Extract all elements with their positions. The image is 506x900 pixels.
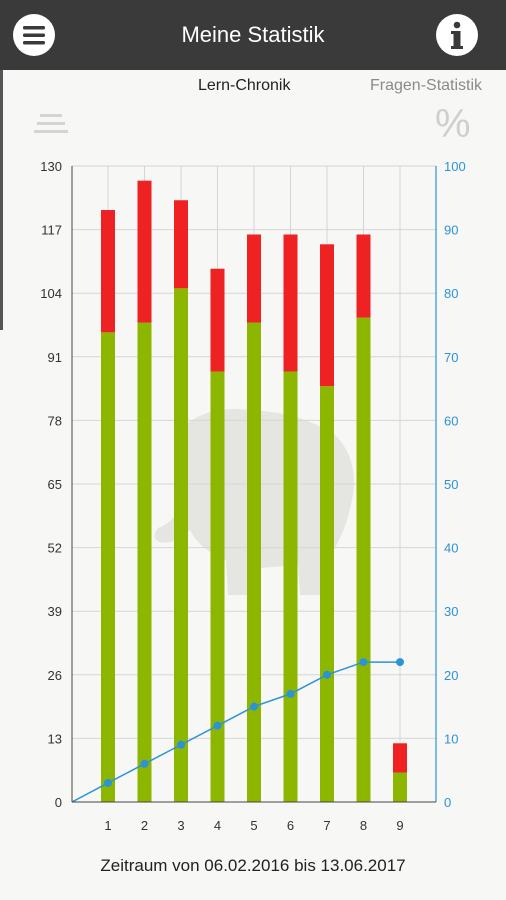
bar-wrong (247, 234, 261, 323)
bar-wrong (101, 210, 115, 333)
menu-button[interactable] (13, 14, 55, 56)
left-tick-label: 130 (40, 159, 62, 174)
tab-lern-chronik[interactable]: Lern-Chronik (198, 77, 291, 94)
list-icon[interactable] (34, 112, 68, 136)
line-point (177, 740, 185, 749)
bar-correct (247, 322, 261, 802)
left-tick-label: 13 (48, 731, 62, 746)
bar-correct (283, 371, 298, 802)
line-point (140, 759, 149, 768)
period-label: Zeitraum von 06.02.2016 bis 13.06.2017 (100, 856, 406, 875)
tab-bar: Lern-Chronik Fragen-Statistik (0, 72, 506, 102)
line-point (104, 778, 112, 787)
bar-wrong (356, 234, 371, 318)
x-tick-label: 2 (141, 818, 148, 833)
right-tick-label: 80 (444, 286, 458, 301)
right-tick-label: 40 (444, 541, 458, 556)
x-tick-label: 9 (396, 818, 403, 833)
bar-correct (137, 322, 152, 802)
right-tick-label: 30 (444, 604, 458, 619)
info-button[interactable] (436, 14, 478, 56)
bar-correct (356, 317, 371, 802)
line-point (396, 658, 404, 667)
right-tick-label: 70 (444, 350, 458, 365)
left-tick-label: 52 (48, 541, 62, 556)
bar-wrong (393, 743, 407, 773)
bar-wrong (137, 180, 152, 323)
bar-correct (101, 332, 115, 802)
left-tick-label: 117 (41, 223, 62, 238)
line-point (213, 721, 222, 730)
right-tick-label: 50 (444, 477, 458, 492)
right-axis-ticks: 0 10 20 30 40 50 60 70 80 90 100 (444, 159, 466, 810)
percent-icon[interactable]: % (435, 102, 471, 146)
bar-correct (174, 288, 188, 802)
left-edge-shadow (0, 70, 3, 330)
left-tick-label: 0 (55, 795, 62, 810)
bar-wrong (283, 234, 298, 372)
right-tick-label: 90 (444, 223, 458, 238)
bar-wrong (210, 268, 225, 372)
right-tick-label: 0 (444, 795, 451, 810)
x-tick-label: 3 (177, 818, 184, 833)
line-point (323, 670, 331, 679)
left-tick-label: 104 (40, 286, 62, 301)
line-path (71, 661, 400, 803)
bar-correct (393, 772, 407, 802)
app-bar: Meine Statistik (0, 0, 506, 70)
line-point (286, 689, 295, 698)
page-title: Meine Statistik (181, 22, 325, 47)
x-axis-ticks: 1 2 3 4 5 6 7 8 9 (104, 818, 403, 833)
x-tick-label: 5 (250, 818, 257, 833)
bar-correct (210, 371, 225, 802)
x-tick-label: 6 (287, 818, 294, 833)
bar-correct (320, 386, 334, 802)
tab-fragen-statistik[interactable]: Fragen-Statistik (370, 77, 483, 94)
left-tick-label: 78 (48, 413, 62, 428)
left-tick-label: 39 (48, 604, 62, 619)
right-tick-label: 100 (444, 159, 466, 174)
left-tick-label: 26 (48, 668, 62, 683)
axes (71, 166, 437, 803)
bar-wrong (174, 200, 188, 289)
line-point (250, 702, 258, 711)
info-icon (451, 21, 463, 49)
bar-wrong (320, 244, 334, 387)
x-tick-label: 8 (360, 818, 367, 833)
line-point (359, 658, 368, 667)
menu-icon (23, 26, 45, 45)
x-tick-label: 7 (323, 818, 330, 833)
x-tick-label: 1 (104, 818, 111, 833)
right-tick-label: 60 (444, 413, 458, 428)
left-axis-ticks: 0 13 26 39 52 65 78 91 104 117 130 (40, 159, 62, 810)
x-tick-label: 4 (214, 818, 221, 833)
left-tick-label: 91 (48, 350, 62, 365)
right-tick-label: 20 (444, 668, 458, 683)
bar-series (101, 180, 407, 802)
line-series (71, 658, 404, 803)
right-tick-label: 10 (444, 731, 458, 746)
left-tick-label: 65 (48, 477, 62, 492)
